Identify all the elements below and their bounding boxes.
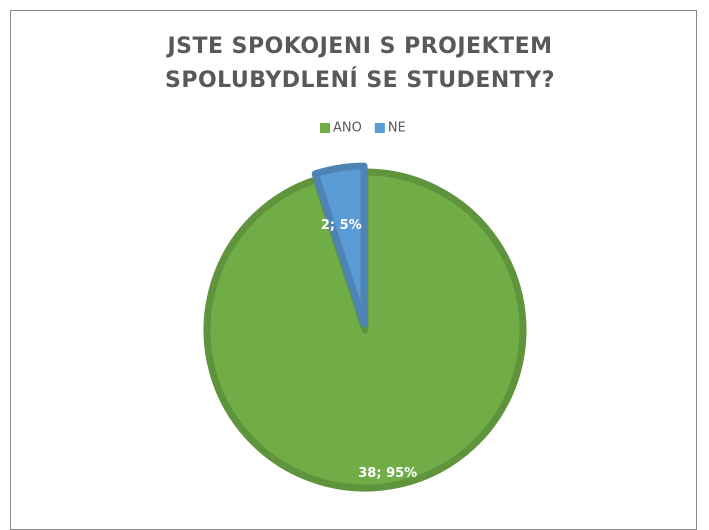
legend-label: ANO: [333, 121, 362, 136]
pie-slice: [311, 162, 368, 328]
pie-slice: [203, 168, 527, 492]
legend-swatch: [320, 123, 330, 133]
data-label: 38; 95%: [358, 466, 417, 481]
data-label: 2; 5%: [321, 218, 362, 233]
legend-label: NE: [388, 121, 406, 136]
chart-title: JSTE SPOKOJENI S PROJEKTEM SPOLUBYDLENÍ …: [165, 34, 555, 93]
legend-swatch: [374, 123, 385, 133]
